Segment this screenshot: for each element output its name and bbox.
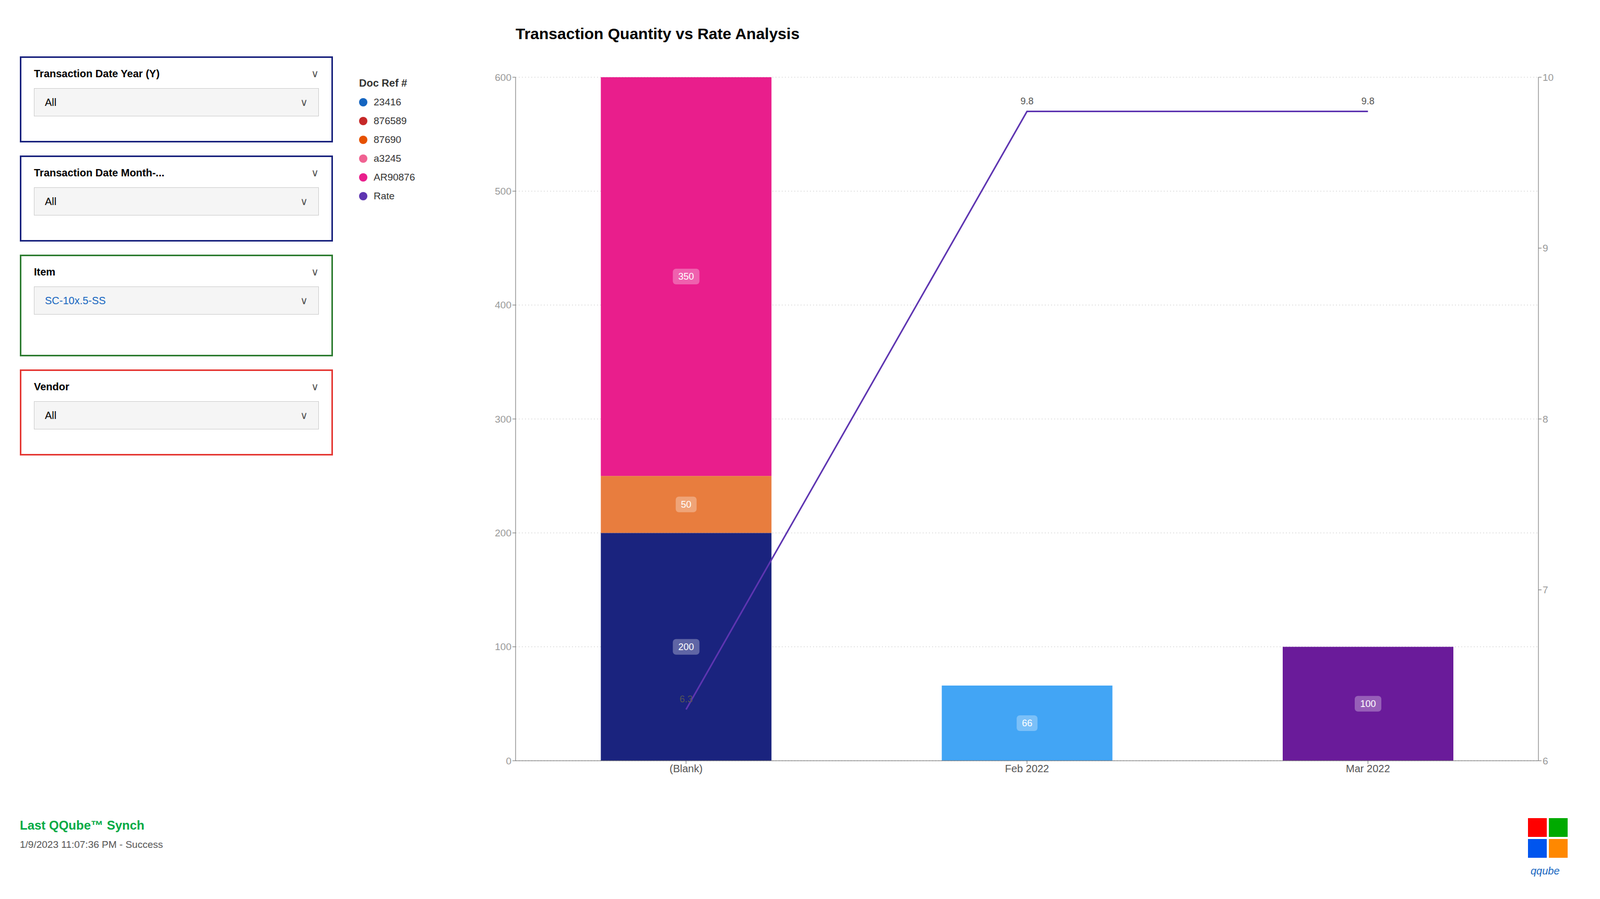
svg-text:400: 400 xyxy=(494,299,512,311)
html-text:a3245: a3245 xyxy=(373,152,402,164)
html-text:Item: Item xyxy=(33,265,56,278)
svg-text:66: 66 xyxy=(1021,718,1033,729)
html-text:qqube: qqube xyxy=(1530,865,1560,877)
svg-text:9.8: 9.8 xyxy=(1020,96,1034,107)
svg-text:0: 0 xyxy=(505,755,512,767)
svg-text:100: 100 xyxy=(1359,698,1376,710)
html-text:23416: 23416 xyxy=(373,96,402,108)
svg-text:10: 10 xyxy=(1542,72,1554,83)
html-text:All: All xyxy=(44,96,57,108)
html-text:Transaction Quantity vs Rate A: Transaction Quantity vs Rate Analysis xyxy=(515,25,800,43)
svg-text:600: 600 xyxy=(494,72,512,83)
svg-text:9.8: 9.8 xyxy=(1361,96,1375,107)
svg-text:7: 7 xyxy=(1542,584,1549,596)
svg-text:6.3: 6.3 xyxy=(679,694,693,705)
svg-text:(Blank): (Blank) xyxy=(669,762,703,775)
html-text:Rate: Rate xyxy=(373,190,395,202)
svg-text:9: 9 xyxy=(1542,242,1549,254)
svg-text:8: 8 xyxy=(1542,413,1549,425)
svg-text:350: 350 xyxy=(678,271,695,282)
html-text:876589: 876589 xyxy=(373,115,407,127)
svg-text:50: 50 xyxy=(681,499,692,510)
html-text:Doc Ref #: Doc Ref # xyxy=(359,77,408,89)
svg-text:Mar 2022: Mar 2022 xyxy=(1345,762,1391,775)
html-text:Last QQube™ Synch: Last QQube™ Synch xyxy=(19,818,145,833)
html-text:All: All xyxy=(44,195,57,207)
svg-text:200: 200 xyxy=(494,527,512,539)
html-text:SC-10x.5-SS: SC-10x.5-SS xyxy=(44,294,106,307)
svg-text:100: 100 xyxy=(494,641,512,653)
svg-text:200: 200 xyxy=(678,641,695,653)
html-text:Transaction Date Month-...: Transaction Date Month-... xyxy=(33,166,165,179)
html-text:Vendor: Vendor xyxy=(33,380,70,393)
svg-text:6: 6 xyxy=(1542,755,1549,767)
html-text:Transaction Date Year (Y): Transaction Date Year (Y) xyxy=(33,67,160,80)
html-text:1/9/2023 11:07:36 PM - Success: 1/9/2023 11:07:36 PM - Success xyxy=(19,839,163,851)
html-text:87690: 87690 xyxy=(373,134,402,146)
svg-text:Feb 2022: Feb 2022 xyxy=(1005,762,1050,775)
svg-text:500: 500 xyxy=(494,185,512,197)
html-text:All: All xyxy=(44,409,57,421)
svg-text:300: 300 xyxy=(494,413,512,425)
html-text:AR90876: AR90876 xyxy=(373,171,415,183)
